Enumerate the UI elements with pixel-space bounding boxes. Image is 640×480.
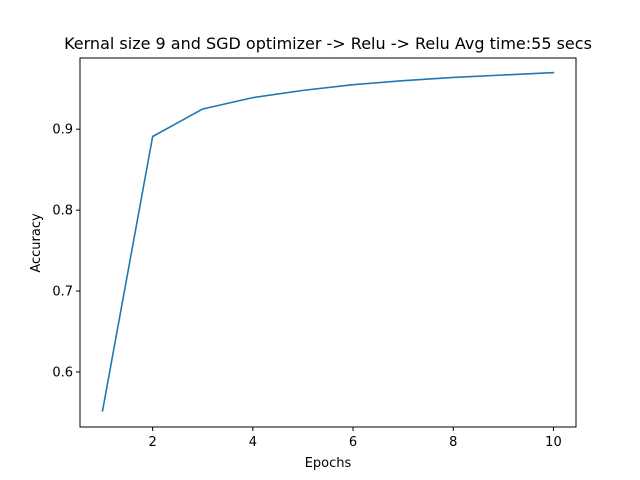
x-tick-label: 4 (249, 435, 257, 450)
x-tick-label: 10 (545, 435, 562, 450)
x-axis-label: Epochs (305, 456, 352, 471)
x-tick-label: 2 (149, 435, 157, 450)
x-tick-label: 8 (449, 435, 457, 450)
y-tick-label: 0.8 (52, 204, 73, 219)
series-line-0 (101, 71, 555, 412)
y-tick-label: 0.6 (52, 365, 73, 380)
y-axis-label: Accuracy (29, 213, 44, 273)
y-tick-label: 0.9 (52, 123, 73, 138)
chart-title: Kernal size 9 and SGD optimizer -> Relu … (64, 34, 592, 53)
plot-area (101, 71, 555, 412)
axes-frame (79, 57, 577, 428)
y-tick-label: 0.7 (52, 285, 73, 300)
axes: 2 4 6 8 10 0.6 0.7 0.8 0.9 (52, 57, 577, 450)
x-tick-label: 6 (349, 435, 357, 450)
